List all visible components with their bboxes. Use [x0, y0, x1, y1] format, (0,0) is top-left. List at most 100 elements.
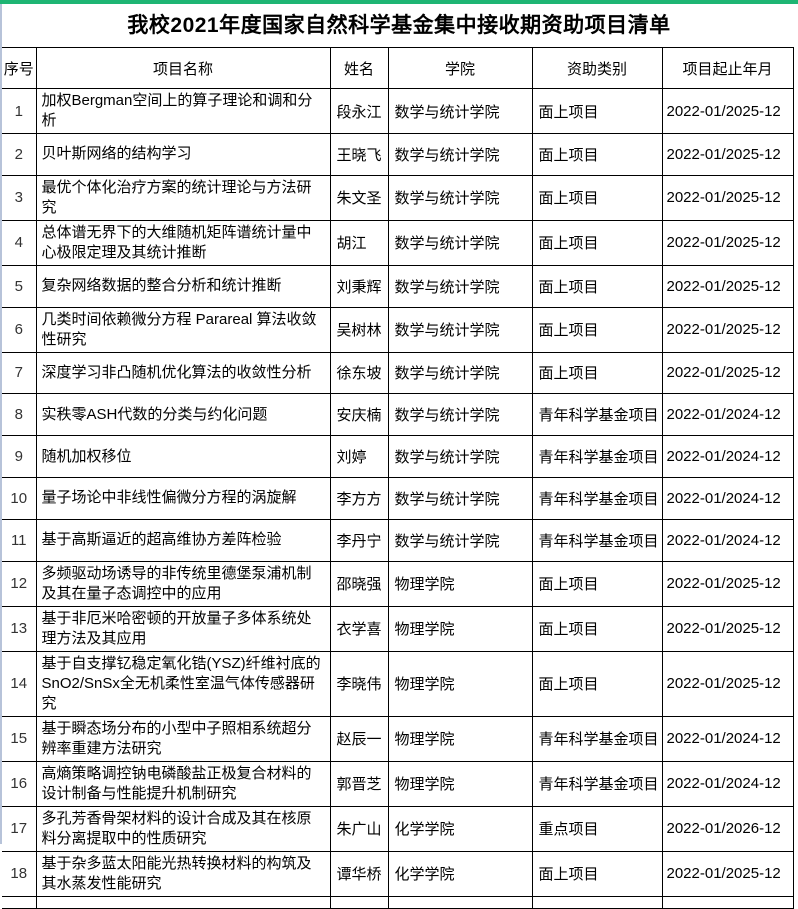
cell-project-name[interactable]: 加权Bergman空间上的算子理论和调和分析 [35, 88, 331, 134]
cell-serial[interactable]: 3 [2, 174, 37, 221]
cell-project-name[interactable]: 基于杂多蓝太阳能光热转换材料的构筑及其水蒸发性能研究 [35, 850, 331, 897]
cell-college[interactable]: 数学与统计学院 [387, 133, 533, 176]
cell-serial[interactable]: 6 [2, 306, 37, 353]
col-header-college[interactable]: 学院 [387, 47, 533, 89]
cell-fund-category[interactable]: 面上项目 [531, 850, 663, 897]
cell-project-name[interactable]: 贝叶斯网络的结构学习 [35, 133, 331, 176]
cell-project-period[interactable]: 2022-01/2025-12 [661, 219, 794, 266]
cell-fund-category[interactable]: 青年科学基金项目 [531, 518, 663, 562]
cell-serial[interactable]: 1 [2, 88, 37, 134]
cell-college[interactable]: 数学与统计学院 [387, 393, 533, 437]
cell-fund-category[interactable]: 面上项目 [531, 560, 663, 607]
cell-person-name[interactable]: 朱广山 [329, 805, 389, 852]
cell-project-period[interactable]: 2022-01/2025-12 [661, 264, 794, 308]
cell-college[interactable]: 化学学院 [387, 850, 533, 897]
cell-serial[interactable]: 10 [2, 476, 37, 520]
cell-project-period[interactable]: 2022-01/2025-12 [661, 133, 794, 176]
cell-project-period[interactable]: 2022-01/2025-12 [661, 351, 794, 395]
cell-college[interactable]: 数学与统计学院 [387, 435, 533, 478]
cell-person-name[interactable]: 邵晓强 [329, 560, 389, 607]
cell-fund-category[interactable]: 青年科学基金项目 [531, 760, 663, 807]
cell-project-period[interactable]: 2022-01/2025-12 [661, 560, 794, 607]
cell-project-name[interactable]: 最优个体化治疗方案的统计理论与方法研究 [35, 174, 331, 221]
cell-serial[interactable]: 7 [2, 351, 37, 395]
cell-project-name[interactable]: 随机加权移位 [35, 435, 331, 478]
cell-college[interactable]: 数学与统计学院 [387, 219, 533, 266]
cell-person-name[interactable]: 刘婷 [329, 435, 389, 478]
cell-college[interactable]: 数学与统计学院 [387, 518, 533, 562]
cell-person-name[interactable]: 胡江 [329, 219, 389, 266]
cell-person-name[interactable]: 王晓飞 [329, 133, 389, 176]
cell-person-name[interactable]: 衣学喜 [329, 605, 389, 652]
cell-person-name[interactable]: 安庆楠 [329, 393, 389, 437]
cell-person-name[interactable]: 刘秉辉 [329, 264, 389, 308]
cell-project-name[interactable]: 多频驱动场诱导的非传统里德堡泵浦机制及其在量子态调控中的应用 [35, 560, 331, 607]
cell-serial[interactable]: 5 [2, 264, 37, 308]
cell-person-name[interactable]: 朱文圣 [329, 174, 389, 221]
col-header-fund-category[interactable]: 资助类别 [531, 47, 663, 89]
cell-serial[interactable]: 9 [2, 435, 37, 478]
cell-project-period[interactable]: 2022-01/2025-12 [661, 306, 794, 353]
cell-fund-category[interactable]: 青年科学基金项目 [531, 715, 663, 762]
cell-person-name[interactable]: 徐东坡 [329, 351, 389, 395]
cell-project-period[interactable]: 2022-01/2025-12 [661, 605, 794, 652]
col-header-project-period[interactable]: 项目起止年月 [661, 47, 794, 89]
cell-project-name[interactable]: 多孔芳香骨架材料的设计合成及其在核原料分离提取中的性质研究 [35, 805, 331, 852]
cell-project-period[interactable]: 2022-01/2025-12 [661, 850, 794, 897]
cell-project-name[interactable]: 基于非厄米哈密顿的开放量子多体系统处理方法及其应用 [35, 605, 331, 652]
cell-serial[interactable]: 8 [2, 393, 37, 437]
cell-serial[interactable]: 18 [2, 850, 37, 897]
cell-project-period[interactable]: 2022-01/2025-12 [661, 88, 794, 134]
cell-fund-category[interactable]: 面上项目 [531, 88, 663, 134]
cell-project-period[interactable]: 2022-01/2024-12 [661, 518, 794, 562]
cell-project-name[interactable]: 实秩零ASH代数的分类与约化问题 [35, 393, 331, 437]
col-header-serial[interactable]: 序号 [2, 47, 37, 89]
cell-person-name[interactable]: 李晓伟 [329, 650, 389, 717]
cell-fund-category[interactable]: 重点项目 [531, 805, 663, 852]
cell-fund-category[interactable]: 面上项目 [531, 605, 663, 652]
cell-college[interactable]: 物理学院 [387, 605, 533, 652]
cell-serial[interactable]: 11 [2, 518, 37, 562]
cell-fund-category[interactable]: 青年科学基金项目 [531, 476, 663, 520]
cell-project-name[interactable]: 总体谱无界下的大维随机矩阵谱统计量中心极限定理及其统计推断 [35, 219, 331, 266]
cell-project-name[interactable]: 基于瞬态场分布的小型中子照相系统超分辨率重建方法研究 [35, 715, 331, 762]
cell-college[interactable]: 物理学院 [387, 715, 533, 762]
cell-serial[interactable]: 13 [2, 605, 37, 652]
cell-fund-category[interactable]: 青年科学基金项目 [531, 393, 663, 437]
cell-fund-category[interactable]: 面上项目 [531, 650, 663, 717]
cell-college[interactable]: 数学与统计学院 [387, 351, 533, 395]
cell-serial[interactable]: 17 [2, 805, 37, 852]
cell-college[interactable]: 物理学院 [387, 760, 533, 807]
cell-college[interactable]: 物理学院 [387, 650, 533, 717]
cell-project-period[interactable]: 2022-01/2025-12 [661, 650, 794, 717]
cell-project-name[interactable]: 基于高斯逼近的超高维协方差阵检验 [35, 518, 331, 562]
cell-project-period[interactable]: 2022-01/2024-12 [661, 476, 794, 520]
cell-project-name[interactable]: 高熵策略调控钠电磷酸盐正极复合材料的设计制备与性能提升机制研究 [35, 760, 331, 807]
cell-serial[interactable]: 16 [2, 760, 37, 807]
cell-person-name[interactable]: 李丹宁 [329, 518, 389, 562]
cell-college[interactable]: 物理学院 [387, 560, 533, 607]
cell-project-name[interactable]: 深度学习非凸随机优化算法的收敛性分析 [35, 351, 331, 395]
cell-serial[interactable]: 4 [2, 219, 37, 266]
cell-fund-category[interactable]: 面上项目 [531, 351, 663, 395]
cell-college[interactable]: 化学学院 [387, 805, 533, 852]
cell-fund-category[interactable]: 面上项目 [531, 306, 663, 353]
cell-project-name[interactable]: 量子场论中非线性偏微分方程的涡旋解 [35, 476, 331, 520]
cell-project-name[interactable]: 复杂网络数据的整合分析和统计推断 [35, 264, 331, 308]
col-header-person-name[interactable]: 姓名 [329, 47, 389, 89]
col-header-project-name[interactable]: 项目名称 [35, 47, 331, 89]
cell-fund-category[interactable]: 面上项目 [531, 264, 663, 308]
cell-project-name[interactable]: 基于自支撑钇稳定氧化锆(YSZ)纤维衬底的SnO2/SnSx全无机柔性室温气体传… [35, 650, 331, 717]
cell-project-period[interactable]: 2022-01/2024-12 [661, 393, 794, 437]
cell-person-name[interactable]: 郭晋芝 [329, 760, 389, 807]
cell-project-period[interactable]: 2022-01/2024-12 [661, 715, 794, 762]
cell-college[interactable]: 数学与统计学院 [387, 476, 533, 520]
cell-person-name[interactable]: 李方方 [329, 476, 389, 520]
cell-college[interactable]: 数学与统计学院 [387, 174, 533, 221]
cell-person-name[interactable]: 段永江 [329, 88, 389, 134]
cell-serial[interactable]: 15 [2, 715, 37, 762]
cell-college[interactable]: 数学与统计学院 [387, 264, 533, 308]
cell-project-period[interactable]: 2022-01/2024-12 [661, 435, 794, 478]
cell-fund-category[interactable]: 面上项目 [531, 174, 663, 221]
cell-fund-category[interactable]: 青年科学基金项目 [531, 435, 663, 478]
